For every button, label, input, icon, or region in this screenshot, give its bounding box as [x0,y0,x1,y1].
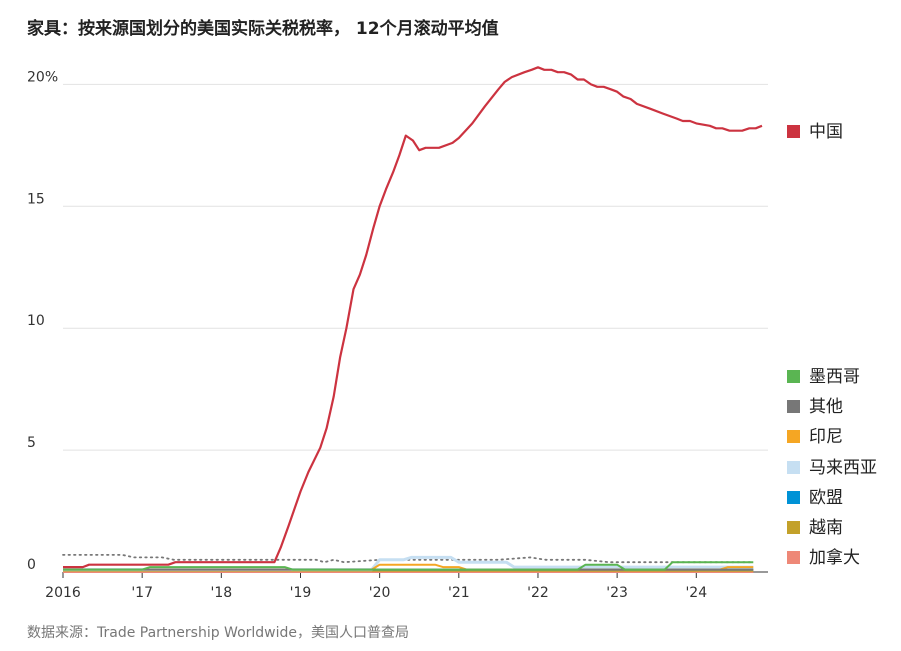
legend-label: 加拿大 [809,547,860,568]
x-tick-label: '24 [685,585,707,601]
x-tick-label: '19 [290,585,312,601]
legend-label: 马来西亚 [809,458,877,478]
y-axis-tick-labels: 0 5 10 15 20% [27,69,58,573]
y-tick-label: 15 [27,191,45,207]
x-tick-label: 2016 [45,585,81,601]
legend-label: 其他 [809,397,843,417]
legend-label: 越南 [809,518,843,538]
legend-label: 墨西哥 [809,367,860,387]
y-tick-label: 20% [27,69,58,85]
series-line-印尼 [63,563,754,571]
x-tick-label: '22 [527,585,549,601]
series-lines [62,66,763,573]
series-line-马来西亚 [63,555,754,572]
legend-swatch [787,430,800,443]
legend-label: 印尼 [809,427,843,447]
series-line-中国 [63,66,763,569]
legend-swatch [787,370,800,383]
legend-label: 中国 [809,122,843,142]
x-tick-label: '17 [131,585,153,601]
y-tick-label: 5 [27,435,36,451]
legend-swatch [787,491,800,504]
series-line-墨西哥 [63,561,754,571]
legend-swatch [787,461,800,474]
legend-swatch [787,551,800,564]
x-tick-label: '21 [448,585,470,601]
x-tick-label: '23 [606,585,628,601]
gridlines [63,83,768,451]
x-tick-label: '20 [369,585,391,601]
y-tick-label: 0 [27,557,36,573]
legend-swatch [787,400,800,413]
x-axis: 2016 '17 '18 '19 '20 '21 '22 '23 '24 [45,571,768,601]
y-tick-label: 10 [27,313,45,329]
legend-label: 欧盟 [809,488,843,508]
legend-swatch [787,521,800,534]
chart-title: 家具：按来源国划分的美国实际关税税率， 12个月滚动平均值 [27,19,499,39]
legend-swatch [787,125,800,138]
x-tick-label: '18 [210,585,232,601]
source-note: 数据来源：Trade Partnership Worldwide，美国人口普查局 [27,625,410,641]
